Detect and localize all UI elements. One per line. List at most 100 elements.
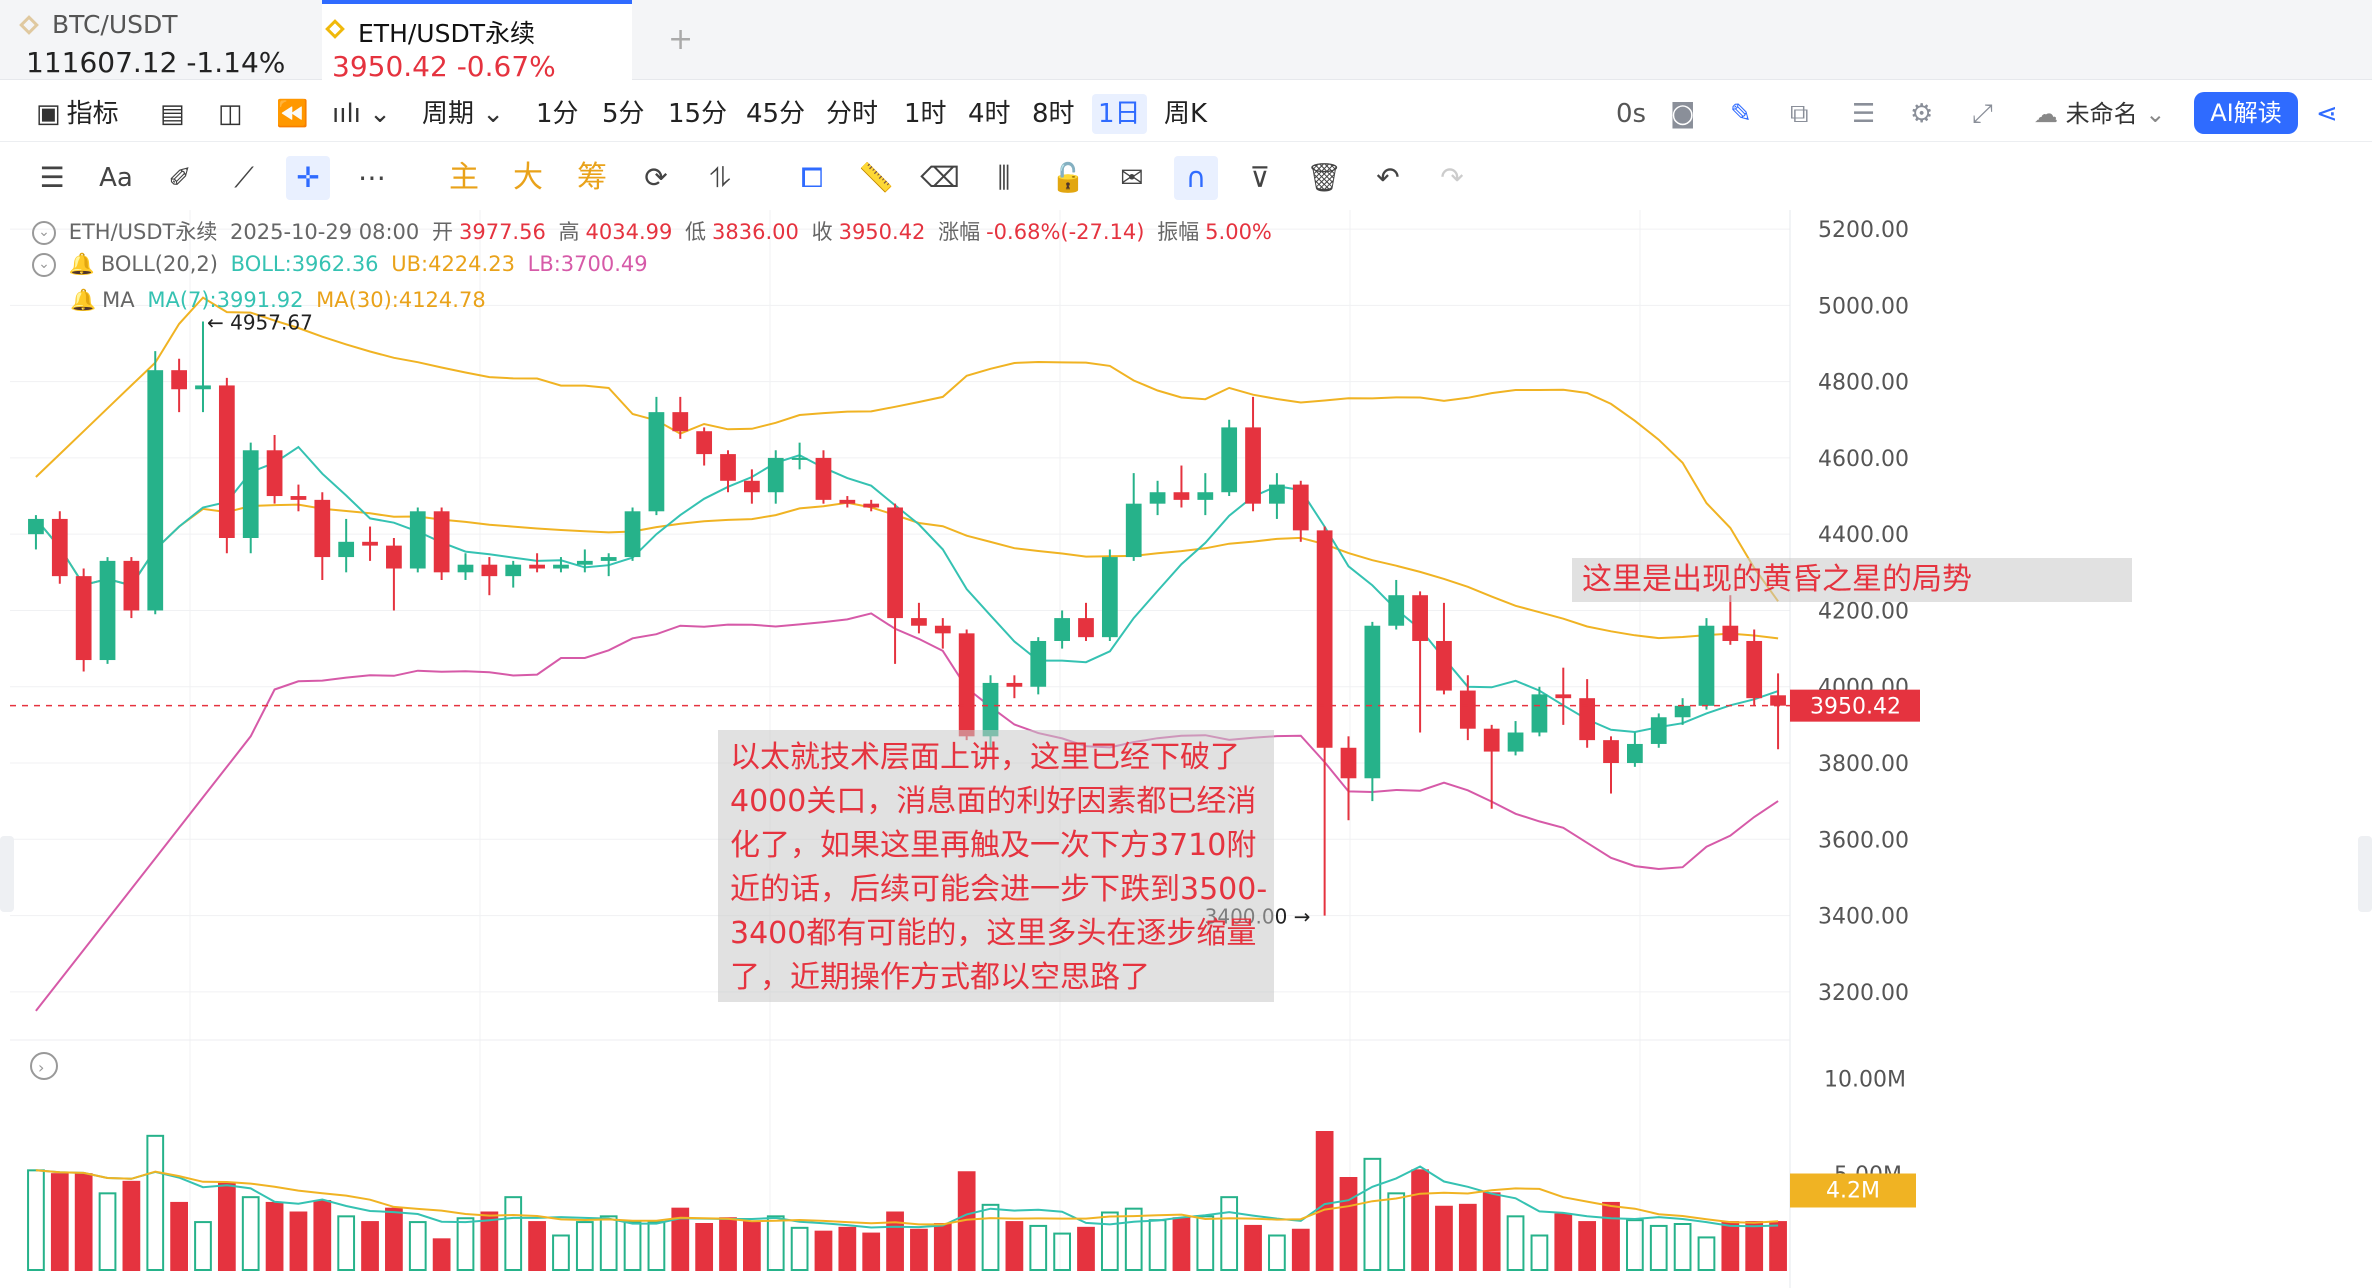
chips-button[interactable]: 筹 [577, 160, 607, 195]
volume-bar-down [719, 1217, 737, 1271]
volume-bar-up [27, 1169, 45, 1271]
magnet-icon[interactable]: ∩ [1174, 156, 1218, 200]
ohlc-symbol: ETH/USDT永续 [68, 220, 218, 244]
undo-icon[interactable]: ↶ [1376, 161, 1400, 194]
candle-type-icon[interactable]: ıılı ⌄ [332, 99, 391, 129]
eth-coin-icon [325, 19, 345, 39]
candle-up [1197, 492, 1214, 500]
candle-up [1125, 503, 1142, 558]
tab-eth-usdt-perp[interactable]: ETH/USDT永续 3950.42 -0.67% [322, 0, 632, 83]
price-axis-label: 4200.00 [1818, 599, 1909, 624]
volume-bar-down [695, 1223, 714, 1271]
price-axis-label: 3400.00 [1818, 905, 1909, 930]
candle-down [1245, 427, 1261, 504]
right-panel-handle[interactable] [2358, 836, 2372, 912]
boll-mid: BOLL:3962.36 [230, 252, 379, 276]
interval-1m[interactable]: 1分 [536, 99, 579, 129]
volume-bar-down [1172, 1217, 1191, 1271]
candle-down [1316, 530, 1333, 748]
crosshair-tool-icon[interactable]: ✛ [286, 156, 330, 200]
tab-symbol: ETH/USDT永续 [358, 19, 535, 48]
interval-timeshare[interactable]: 分时 [826, 99, 879, 129]
amp-label: 振幅 [1157, 220, 1200, 244]
trend-tool-icon[interactable]: ⥮ [709, 161, 731, 194]
bell-icon[interactable]: 🔔 [70, 288, 97, 312]
popout-icon[interactable]: ⧉ [1790, 99, 1809, 129]
indicators-button[interactable]: ▣ 指标 [36, 94, 119, 134]
volume-bar-down [1554, 1213, 1573, 1272]
bell-icon[interactable]: 🔔 [68, 252, 95, 276]
trash-icon[interactable]: 🗑 [1306, 161, 1342, 194]
ohlc-date: 2025-10-29 08:00 [230, 220, 420, 244]
candle-down [123, 560, 140, 611]
collapse-icon[interactable]: ⌄ [32, 221, 56, 245]
note-icon[interactable]: ✉ [1120, 161, 1144, 194]
interval-8h[interactable]: 8时 [1032, 99, 1075, 129]
settings-icon[interactable]: ⚙ [1910, 99, 1934, 129]
volume-tag-label: 4.2M [1826, 1179, 1880, 1204]
camera-icon[interactable]: ◙ [1670, 99, 1696, 129]
menu-lines-icon[interactable]: ☰ [39, 161, 65, 194]
candle-down [958, 633, 975, 737]
big-order-button[interactable]: 大 [513, 160, 543, 195]
volume-bar-up [241, 1196, 260, 1272]
redo-icon[interactable]: ↷ [1440, 161, 1464, 194]
layout-name-label: 未命名 [2065, 100, 2138, 128]
eraser-icon[interactable]: ⌫ [920, 161, 960, 194]
main-chart-button[interactable]: 主 [449, 160, 479, 195]
pencil-icon[interactable]: ✎ [1730, 99, 1752, 129]
volume-bar-up [766, 1215, 785, 1271]
interval-1d[interactable]: 1日 [1092, 94, 1147, 134]
analysis-annotation[interactable]: 以太就技术层面上讲，这里已经下破了4000关口，消息面的利好因素都已经消化了，如… [718, 730, 1274, 1002]
volume-bar-up [1506, 1215, 1525, 1271]
copy-tool-icon[interactable]: ⧠ [800, 161, 824, 194]
period-dropdown[interactable]: 周期 ⌄ [422, 99, 505, 129]
volume-bar-down [1482, 1192, 1501, 1271]
volume-bar-up [1363, 1157, 1382, 1271]
fullscreen-icon[interactable]: ⤢ [1972, 99, 1993, 129]
bars-icon[interactable]: ⫼ [997, 161, 1011, 194]
list-icon[interactable]: ☰ [1852, 99, 1876, 129]
more-tools-icon[interactable]: ⋯ [358, 161, 386, 194]
volume-bar-up [599, 1215, 618, 1271]
open-value: 3977.56 [458, 220, 546, 244]
interval-4h[interactable]: 4时 [968, 99, 1011, 129]
ruler-icon[interactable]: 📏 [858, 161, 894, 194]
candle-down [1412, 595, 1428, 641]
line-tool-icon[interactable]: ⟋ [234, 161, 254, 194]
left-panel-handle[interactable] [0, 836, 14, 912]
low-value: 3836.00 [712, 220, 799, 244]
ai-interpret-button[interactable]: AI解读 [2194, 92, 2298, 134]
replay-icon[interactable]: ⏪ [276, 99, 309, 129]
volume-bar-up [1053, 1232, 1071, 1271]
brush-tool-icon[interactable]: ✐ [168, 161, 192, 194]
volume-bar-down [122, 1180, 141, 1271]
tab-btc-usdt[interactable]: BTC/USDT 111607.12 -1.14% [16, 0, 316, 80]
volume-bar-up [408, 1221, 427, 1271]
share-icon[interactable]: ⋖ [2316, 99, 2338, 129]
lock-icon[interactable]: 🔓 [1050, 161, 1086, 194]
layout-icon[interactable]: ◫ [218, 99, 243, 129]
candlestick-chart[interactable]: 5200.00 5000.00 4800.00 4600.00 4400.00 4200.… [10, 210, 2362, 1288]
filter-icon[interactable]: ⊽ [1249, 161, 1271, 194]
interval-5m[interactable]: 5分 [602, 99, 645, 129]
candle-up [28, 518, 44, 535]
interval-15m[interactable]: 15分 [668, 99, 728, 129]
interval-1h[interactable]: 1时 [904, 99, 947, 129]
collapse-icon[interactable]: ⌄ [32, 253, 56, 277]
text-tool-icon[interactable]: Aa [99, 163, 133, 193]
candle-down [75, 576, 92, 661]
interval-weekly[interactable]: 周K [1164, 99, 1208, 129]
volume-tag [1790, 1173, 1916, 1208]
calendar-icon[interactable]: ▤ [160, 99, 185, 129]
layout-name-dropdown[interactable]: ☁ 未命名 ⌄ [2034, 100, 2166, 128]
low-label: 低 [685, 220, 707, 244]
add-tab-icon[interactable]: + [668, 22, 694, 57]
candle-up [338, 541, 355, 558]
evening-star-annotation[interactable]: 这里是出现的黄昏之星的局势 [1572, 558, 2132, 602]
volume-bar-down [1291, 1228, 1310, 1271]
interval-45m[interactable]: 45分 [746, 99, 806, 129]
magic-tool-icon[interactable]: ⟳ [644, 161, 668, 194]
current-price-tag [1790, 689, 1920, 722]
chart-area[interactable]: 5200.00 5000.00 4800.00 4600.00 4400.00 4200.… [10, 210, 2362, 1288]
